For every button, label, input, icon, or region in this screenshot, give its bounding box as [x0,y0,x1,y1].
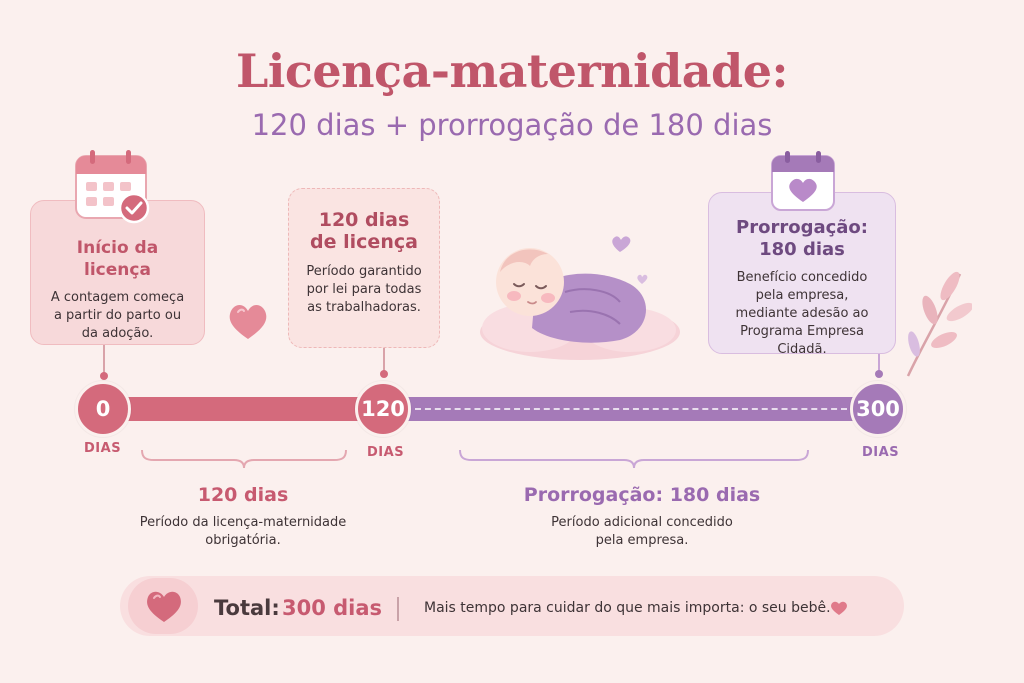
calendar-heart-icon [771,151,835,211]
leaf-branch-icon [906,271,972,377]
card-end: Prorrogação: 180 dias Benefício concedid… [708,192,896,357]
heart-icon [147,591,181,622]
segment-prorrogacao-desc-line2: pela empresa. [595,533,689,548]
page-subtitle: 120 dias + prorrogação de 180 dias [251,108,773,142]
pointer-end-dot [875,370,883,378]
card-mid-title-line1: 120 dias [318,209,410,231]
pointer-end [878,354,880,372]
card-start-title: Início da licença [76,238,159,280]
card-mid-title-line2: de licença [310,231,418,253]
card-end-title-line1: Prorrogação: [736,217,868,238]
pointer-start [103,345,105,375]
page-title: Licença-maternidade: [236,44,788,98]
card-mid-text: Período garantido por lei para todas as … [306,264,422,315]
segment-licenca-title: 120 dias [197,484,289,506]
marker-day-300-unit: DIAS [862,445,900,460]
marker-day-300: 300 [850,381,906,437]
marker-day-120-unit: DIAS [367,445,405,460]
total-banner [120,576,904,636]
segment-prorrogacao-desc-line1: Período adicional concedido [551,515,733,530]
segment-licenca-desc: Período da licença-maternidade obrigatór… [120,514,366,550]
heart-icon [229,305,267,339]
segment-prorrogacao-title: Prorrogação: 180 dias [523,484,761,506]
card-start-text: A contagem começa a partir do parto ou d… [50,290,185,341]
total-value: 300 dias [282,596,383,620]
timeline-dashed-line [415,408,847,410]
timeline-bar-licenca [105,397,377,421]
marker-day-0: 0 [75,381,131,437]
segment-licenca-desc-line2: obrigatória. [205,533,281,548]
sleeping-baby-icon [480,236,680,360]
total-label: Total: [214,596,280,620]
brace-prorrogacao [459,449,809,469]
segment-prorrogacao-desc: Período adicional concedido pela empresa… [510,514,774,550]
card-end-text: Benefício concedido pela empresa, median… [735,270,869,357]
pointer-start-dot [100,372,108,380]
segment-licenca-desc-line1: Período da licença-maternidade [139,515,347,530]
pointer-mid [383,348,385,372]
marker-day-120: 120 [355,381,411,437]
total-message: Mais tempo para cuidar do que mais impor… [424,600,831,616]
card-end-title-line2: 180 dias [759,239,845,260]
brace-licenca [141,449,347,469]
card-mid: 120 dias de licença Período garantido po… [288,188,440,348]
total-divider [397,597,399,621]
card-end-title: Prorrogação: 180 dias [723,217,881,261]
pointer-mid-dot [380,370,388,378]
marker-day-0-unit: DIAS [84,441,122,456]
card-start: Início da licença A contagem começa a pa… [30,200,205,345]
calendar-check-icon [75,150,150,224]
heart-icon [831,601,847,615]
card-mid-title: 120 dias de licença [303,209,425,253]
